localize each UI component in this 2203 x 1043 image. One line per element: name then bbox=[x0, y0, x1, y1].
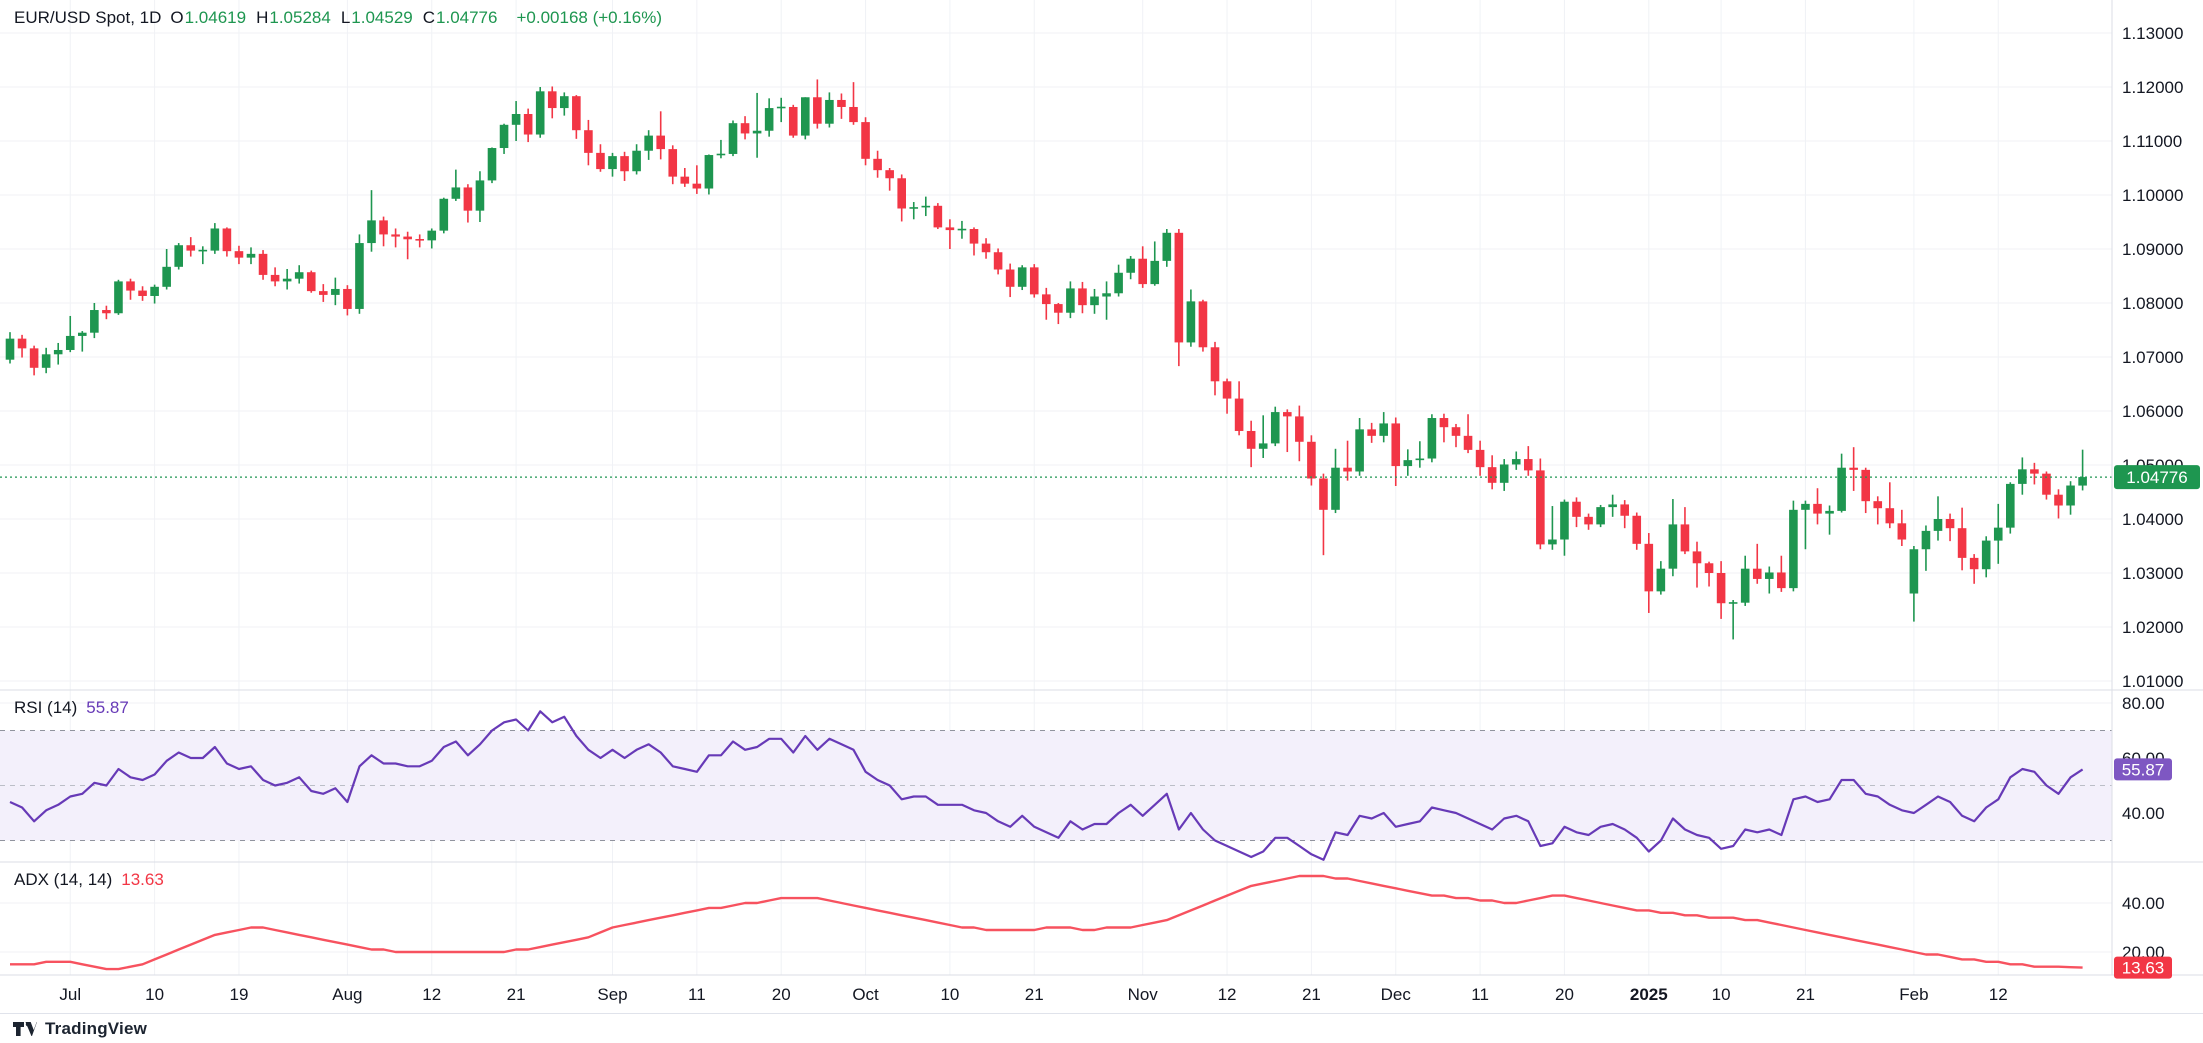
svg-text:19: 19 bbox=[229, 985, 248, 1004]
rsi-title[interactable]: RSI (14) bbox=[14, 698, 78, 717]
svg-text:Aug: Aug bbox=[332, 985, 362, 1004]
price-axis[interactable]: 1.13000 1.12000 1.11000 1.10000 1.09000 1.080… bbox=[2122, 24, 2183, 962]
svg-text:12: 12 bbox=[1989, 985, 2008, 1004]
svg-text:20: 20 bbox=[1555, 985, 1574, 1004]
rsi-value: 55.87 bbox=[86, 698, 129, 717]
ohlc-item: H 1.05284 bbox=[256, 8, 331, 27]
svg-text:1.07000: 1.07000 bbox=[2122, 348, 2183, 367]
svg-text:2025: 2025 bbox=[1630, 985, 1668, 1004]
svg-text:1.11000: 1.11000 bbox=[2122, 132, 2182, 151]
bottom-toolbar: TradingView bbox=[0, 1013, 2203, 1043]
price-pane[interactable] bbox=[5, 79, 2087, 640]
svg-text:12: 12 bbox=[1218, 985, 1237, 1004]
change-value: +0.00168 (+0.16%) bbox=[516, 8, 663, 27]
svg-text:1.13000: 1.13000 bbox=[2122, 24, 2183, 43]
svg-text:10: 10 bbox=[145, 985, 164, 1004]
adx-value: 13.63 bbox=[121, 870, 164, 889]
symbol-legend: EUR/USD Spot, 1D O 1.04619 H 1.05284 L 1.0452… bbox=[14, 8, 662, 28]
svg-text:20: 20 bbox=[772, 985, 791, 1004]
adx-value-badge: 13.63 bbox=[2114, 956, 2172, 979]
svg-text:Sep: Sep bbox=[597, 985, 627, 1004]
rsi-band bbox=[0, 730, 2112, 841]
svg-text:Feb: Feb bbox=[1899, 985, 1928, 1004]
symbol-title[interactable]: EUR/USD Spot, 1D bbox=[14, 8, 162, 27]
svg-text:40.00: 40.00 bbox=[2122, 804, 2165, 823]
svg-text:1.08000: 1.08000 bbox=[2122, 294, 2183, 313]
svg-text:1.03000: 1.03000 bbox=[2122, 564, 2183, 583]
svg-text:21: 21 bbox=[1796, 985, 1815, 1004]
rsi-legend: RSI (14) 55.87 bbox=[14, 698, 129, 718]
chart-canvas[interactable]: 1.13000 1.12000 1.11000 1.10000 1.09000 1.080… bbox=[0, 0, 2203, 1013]
last-price-badge: 1.04776 bbox=[2114, 465, 2200, 490]
svg-text:40.00: 40.00 bbox=[2122, 894, 2165, 913]
svg-text:1.06000: 1.06000 bbox=[2122, 402, 2183, 421]
svg-text:80.00: 80.00 bbox=[2122, 694, 2165, 713]
svg-text:11: 11 bbox=[1471, 985, 1489, 1004]
svg-text:1.04776: 1.04776 bbox=[2126, 468, 2187, 487]
svg-text:21: 21 bbox=[507, 985, 526, 1004]
svg-text:10: 10 bbox=[940, 985, 959, 1004]
svg-text:12: 12 bbox=[422, 985, 441, 1004]
pane-separators[interactable] bbox=[0, 0, 2203, 976]
svg-text:Dec: Dec bbox=[1381, 985, 1412, 1004]
adx-legend: ADX (14, 14) 13.63 bbox=[14, 870, 164, 890]
svg-text:Jul: Jul bbox=[59, 985, 81, 1004]
ohlc-item: O 1.04619 bbox=[170, 8, 247, 27]
svg-text:1.12000: 1.12000 bbox=[2122, 78, 2183, 97]
rsi-value-badge: 55.87 bbox=[2114, 758, 2172, 781]
svg-text:21: 21 bbox=[1025, 985, 1044, 1004]
adx-title[interactable]: ADX (14, 14) bbox=[14, 870, 113, 889]
adx-pane[interactable] bbox=[10, 874, 2083, 971]
ohlc-values: O 1.04619 H 1.05284 L 1.04529 C 1.04776 bbox=[170, 8, 507, 28]
svg-text:10: 10 bbox=[1712, 985, 1731, 1004]
svg-text:13.63: 13.63 bbox=[2122, 959, 2165, 978]
svg-text:21: 21 bbox=[1302, 985, 1321, 1004]
svg-text:11: 11 bbox=[688, 985, 706, 1004]
svg-text:1.01000: 1.01000 bbox=[2122, 672, 2183, 691]
trading-chart[interactable]: 1.13000 1.12000 1.11000 1.10000 1.09000 1.080… bbox=[0, 0, 2203, 1013]
svg-text:1.09000: 1.09000 bbox=[2122, 240, 2183, 259]
tradingview-logo-icon[interactable] bbox=[12, 1019, 38, 1039]
svg-text:Nov: Nov bbox=[1128, 985, 1159, 1004]
ohlc-item: C 1.04776 bbox=[422, 8, 498, 27]
time-axis[interactable]: Jul 10 19 Aug 12 21 Sep 11 20 Oct 10 21 Nov 12 21 Dec 11… bbox=[59, 985, 2007, 1004]
svg-text:55.87: 55.87 bbox=[2122, 760, 2165, 779]
svg-text:Oct: Oct bbox=[852, 985, 879, 1004]
ohlc-item: L 1.04529 bbox=[340, 8, 413, 27]
svg-text:1.02000: 1.02000 bbox=[2122, 618, 2183, 637]
tradingview-logo-text[interactable]: TradingView bbox=[45, 1018, 148, 1038]
svg-text:1.10000: 1.10000 bbox=[2122, 186, 2183, 205]
rsi-pane[interactable] bbox=[9, 710, 2084, 861]
svg-text:1.04000: 1.04000 bbox=[2122, 510, 2183, 529]
